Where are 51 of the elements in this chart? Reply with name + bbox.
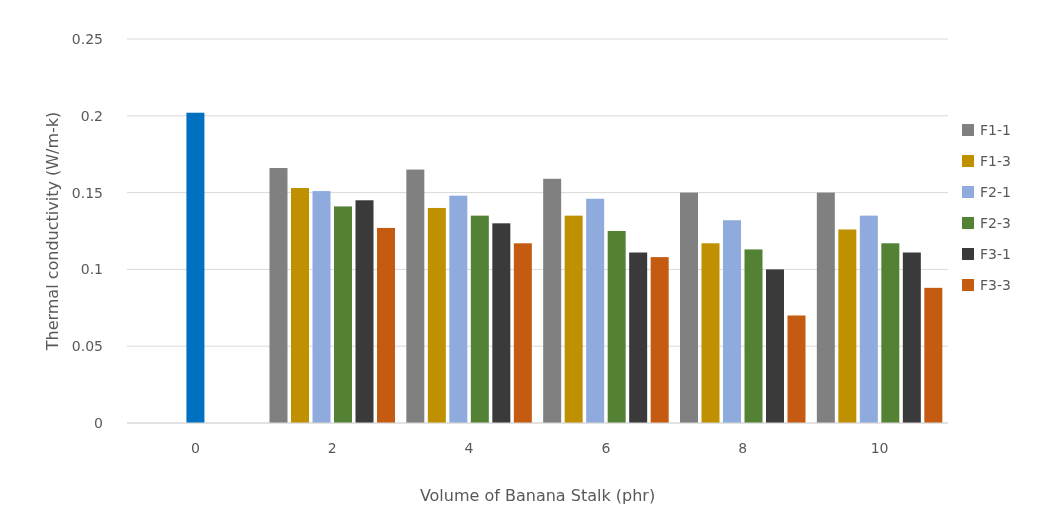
- bar: [564, 215, 583, 423]
- bar: [787, 315, 806, 423]
- bar: [859, 215, 878, 423]
- bar: [924, 287, 943, 423]
- bar: [650, 257, 669, 423]
- bar: [816, 192, 835, 423]
- bar: [838, 229, 857, 423]
- x-tick-label: 2: [327, 440, 337, 456]
- bar: [312, 191, 331, 423]
- bar: [680, 192, 698, 423]
- x-tick-label: 8: [738, 440, 748, 456]
- bar: [543, 178, 562, 423]
- legend-label: F1-1: [980, 121, 1011, 138]
- x-axis-title: Volume of Banana Stalk (phr): [419, 486, 656, 505]
- bar: [269, 168, 288, 423]
- bar: [427, 207, 446, 423]
- bar: [406, 169, 425, 423]
- bar: [355, 200, 374, 423]
- bar: [701, 243, 720, 423]
- bar: [744, 249, 763, 423]
- bar: [881, 243, 900, 423]
- bar: [902, 252, 921, 423]
- legend-label: F2-3: [980, 214, 1011, 231]
- y-tick-label: 0.1: [80, 261, 103, 278]
- x-tick-label: 6: [601, 440, 611, 456]
- y-axis-title: Thermal conductivity (W/m-k): [43, 111, 62, 352]
- x-tick-label: 0: [190, 440, 200, 456]
- bar: [607, 231, 626, 423]
- legend-label: F3-1: [980, 245, 1011, 262]
- bar: [470, 215, 489, 423]
- bar: [377, 227, 395, 423]
- bar: [766, 269, 784, 423]
- y-tick-label: 0.05: [71, 338, 103, 355]
- bar: [291, 187, 309, 423]
- bar: [513, 243, 532, 423]
- bar: [449, 195, 468, 423]
- bar: [723, 220, 741, 423]
- legend-label: F3-3: [980, 276, 1011, 293]
- bar: [629, 252, 648, 423]
- bar: [492, 223, 511, 423]
- x-tick-label: 4: [464, 440, 474, 456]
- bar: [334, 206, 352, 423]
- legend-label: F2-1: [980, 183, 1011, 200]
- y-tick-label: 0.25: [71, 30, 103, 47]
- bar: [186, 112, 205, 423]
- y-tick-label: 0: [94, 414, 103, 431]
- x-tick-label: 10: [870, 440, 889, 456]
- y-tick-label: 0.2: [80, 107, 103, 124]
- legend-label: F1-3: [980, 152, 1011, 169]
- bar: [586, 198, 605, 423]
- y-tick-label: 0.15: [71, 184, 103, 201]
